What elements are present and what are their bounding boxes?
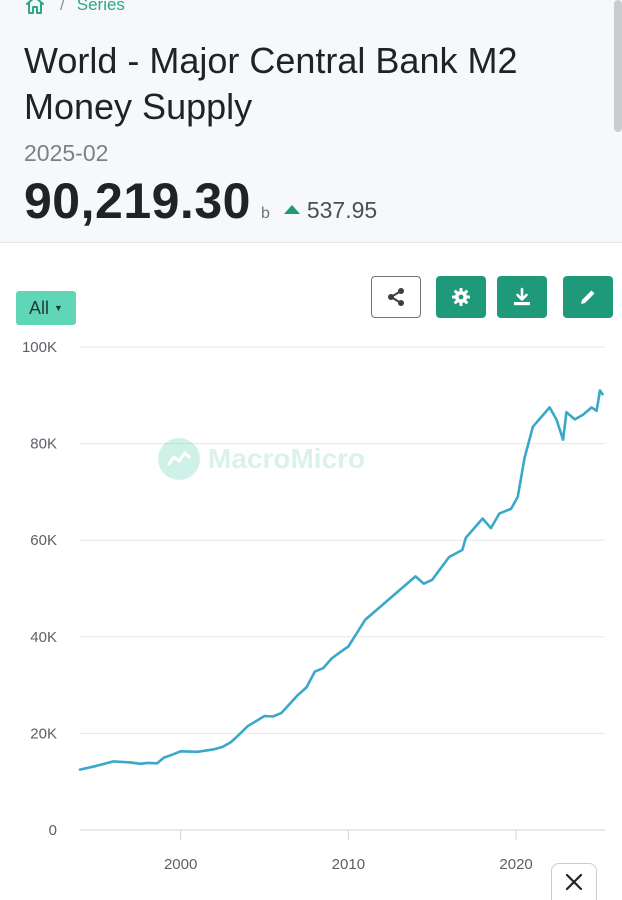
x-tick-label: 2010 (332, 856, 365, 873)
m2-line-chart[interactable]: 0 20K 40K 60K 80K 100K 2000 2010 2020 (0, 330, 622, 890)
y-tick-label: 20K (30, 725, 57, 742)
latest-value: 90,219.30 (24, 173, 251, 229)
latest-date: 2025-02 (24, 140, 109, 166)
y-tick-label: 80K (30, 436, 57, 453)
macromicro-logo-icon (158, 438, 200, 480)
gear-icon (452, 288, 470, 306)
y-tick-label: 100K (22, 339, 57, 356)
close-button[interactable] (551, 863, 597, 900)
page-title: World - Major Central Bank M2 Money Supp… (24, 40, 518, 127)
download-icon (514, 287, 530, 306)
share-button[interactable] (371, 276, 421, 318)
breadcrumb-separator: / (60, 0, 65, 14)
value-unit: b (260, 205, 270, 222)
y-tick-label: 40K (30, 629, 57, 646)
range-selector[interactable]: All ▼ (16, 291, 76, 325)
download-button[interactable] (497, 276, 547, 318)
y-tick-label: 60K (30, 532, 57, 549)
watermark-text: MacroMicro (208, 443, 366, 474)
breadcrumb-series-link[interactable]: Series (76, 0, 125, 14)
caret-down-icon: ▼ (54, 303, 63, 313)
close-icon (565, 873, 583, 891)
share-icon (388, 288, 404, 306)
x-tick-label: 2020 (499, 856, 532, 873)
home-icon[interactable] (24, 0, 46, 15)
triangle-up-icon (283, 205, 300, 214)
m2-series-line (78, 389, 604, 771)
x-tick-label: 2000 (164, 856, 197, 873)
watermark: MacroMicro (158, 438, 365, 480)
value-change: 537.95 (283, 197, 378, 224)
pencil-icon (581, 290, 595, 304)
settings-button[interactable] (436, 276, 486, 318)
latest-value-row: 90,219.30 b 537.95 (24, 172, 377, 230)
breadcrumb: / Series (24, 0, 125, 16)
range-label: All (29, 297, 50, 318)
y-tick-label: 0 (49, 822, 57, 839)
page-scrollbar[interactable] (614, 0, 622, 132)
change-value: 537.95 (306, 197, 378, 223)
series-header: / Series World - Major Central Bank M2 M… (0, 0, 622, 243)
edit-button[interactable] (563, 276, 613, 318)
